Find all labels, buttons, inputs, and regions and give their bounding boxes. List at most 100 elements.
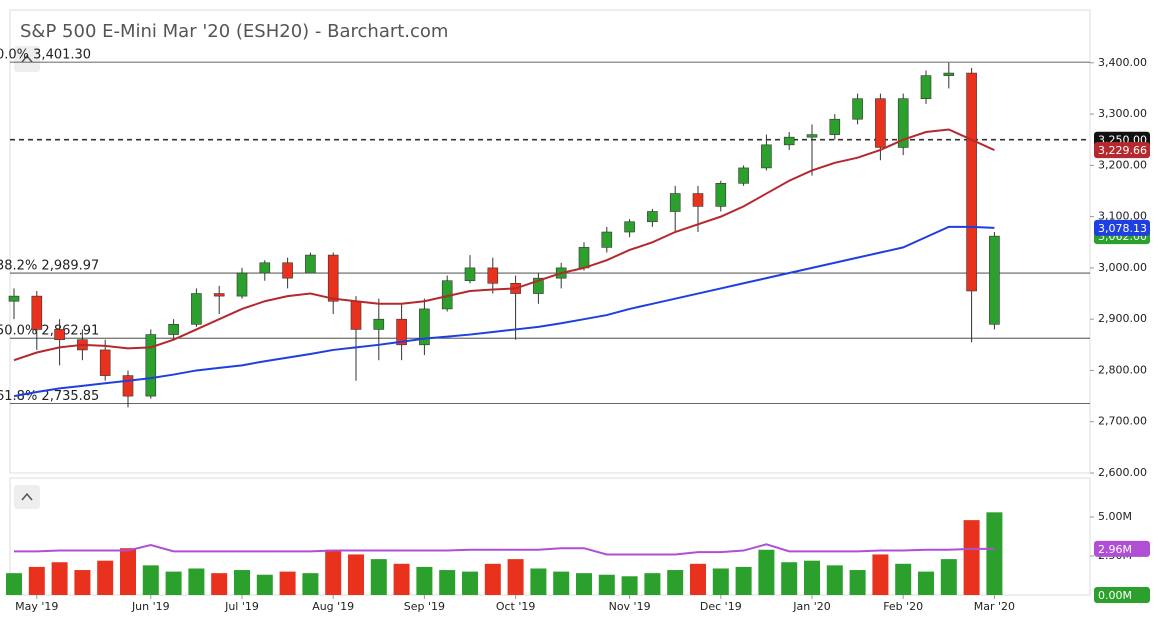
volume-bar (416, 566, 433, 595)
volume-bar (735, 566, 752, 595)
x-tick-label: Dec '19 (700, 600, 742, 613)
badge-label: 0.00M (1098, 589, 1132, 602)
volume-bar (188, 568, 205, 595)
level-label: 0.0% 3,401.30 (0, 48, 91, 63)
volume-bar (849, 570, 866, 595)
y-tick-label: 3,300.00 (1098, 107, 1147, 120)
candle-body (8, 295, 20, 302)
volume-bar (826, 565, 843, 595)
volume-bar (963, 520, 980, 595)
x-tick-label: Aug '19 (312, 600, 354, 613)
moving-average (13, 128, 995, 362)
candle-body (647, 211, 658, 223)
candle-body (943, 72, 955, 76)
price-badge (1094, 219, 1150, 236)
candle-body (738, 167, 749, 184)
candle-body (920, 75, 932, 100)
volume-bar (804, 560, 820, 595)
x-tick-label: Feb '20 (883, 600, 923, 613)
volume-bar (348, 554, 364, 595)
badge-label: 3,229.66 (1098, 144, 1147, 157)
volume-bar (279, 571, 296, 595)
volume-bar (97, 560, 114, 595)
volume-bar (28, 566, 45, 595)
volume-pane (9, 477, 1091, 596)
volume-bar (918, 571, 934, 595)
volume-bar (667, 570, 684, 595)
volume-bar (51, 562, 68, 595)
x-tick-label: Jul '19 (224, 600, 259, 613)
collapse-icon (21, 492, 33, 501)
price-badge (1094, 142, 1150, 159)
price-badge (1094, 587, 1150, 603)
candle-body (145, 334, 157, 397)
candle-body (897, 98, 909, 148)
volume-bar (895, 563, 912, 595)
volume-bar (576, 573, 592, 595)
candle-body (989, 235, 1000, 325)
collapse-button[interactable] (14, 46, 40, 72)
y-tick-label: 2,900.00 (1098, 312, 1147, 325)
badge-label: 3,078.13 (1098, 222, 1147, 235)
volume-bar (211, 573, 228, 595)
candle-body (487, 267, 499, 284)
candle-body (168, 324, 179, 335)
volume-bar (598, 574, 615, 595)
candle-body (669, 193, 681, 212)
candle-body (875, 98, 886, 148)
volume-bar (986, 512, 1003, 595)
candle-body (806, 134, 818, 138)
y-tick-label: 2,800.00 (1098, 363, 1147, 376)
candle-body (259, 262, 271, 274)
candle-body (236, 272, 248, 297)
volume-bar (781, 562, 798, 595)
volume-bar (439, 570, 456, 595)
volume-bar (940, 559, 957, 595)
volume-bar (507, 559, 524, 595)
candle-body (31, 295, 43, 330)
candle-body (213, 293, 225, 297)
candle-body (396, 318, 407, 346)
candle-body (692, 193, 704, 207)
candle-body (122, 375, 134, 397)
y-tick-label: 5.00M (1098, 510, 1132, 523)
candle-body (464, 267, 476, 282)
volume-bar (142, 565, 159, 595)
y-tick-label: 3,000.00 (1098, 261, 1147, 274)
volume-bar (234, 570, 250, 595)
volume-bar (74, 570, 91, 595)
level-label: 61.8% 2,735.85 (0, 389, 99, 404)
badge-label: 2.96M (1098, 543, 1132, 556)
volume-bar (690, 563, 706, 595)
volume-bar (621, 576, 638, 595)
volume-bar (758, 549, 775, 595)
volume-bar (872, 554, 889, 595)
volume-bar (370, 559, 387, 595)
volume-bar (165, 571, 182, 595)
x-tick-label: Sep '19 (404, 600, 445, 613)
volume-average (14, 543, 995, 556)
y-tick-label: 2,700.00 (1098, 415, 1147, 428)
candle-body (601, 231, 613, 248)
collapse-button[interactable] (14, 485, 40, 509)
y-tick-label: 3,400.00 (1098, 56, 1147, 69)
candle-body (54, 329, 65, 340)
volume-bar (302, 573, 319, 595)
volume-bar (393, 563, 410, 595)
chart-title: S&P 500 E-Mini Mar '20 (ESH20) - Barchar… (20, 21, 448, 42)
volume-bar (325, 549, 342, 595)
price-pane (9, 9, 1091, 474)
y-tick-label: 3,100.00 (1098, 210, 1147, 223)
candle-body (327, 254, 339, 302)
candle-body (191, 293, 202, 325)
candle-body (578, 247, 590, 269)
candle-body (715, 183, 727, 207)
collapse-icon (21, 54, 33, 63)
candle-body (282, 262, 293, 279)
candle-body (305, 254, 316, 274)
volume-bar (553, 571, 570, 595)
x-tick-label: Mar '20 (974, 600, 1015, 613)
candle-body (533, 277, 544, 294)
candle-body (761, 144, 772, 169)
